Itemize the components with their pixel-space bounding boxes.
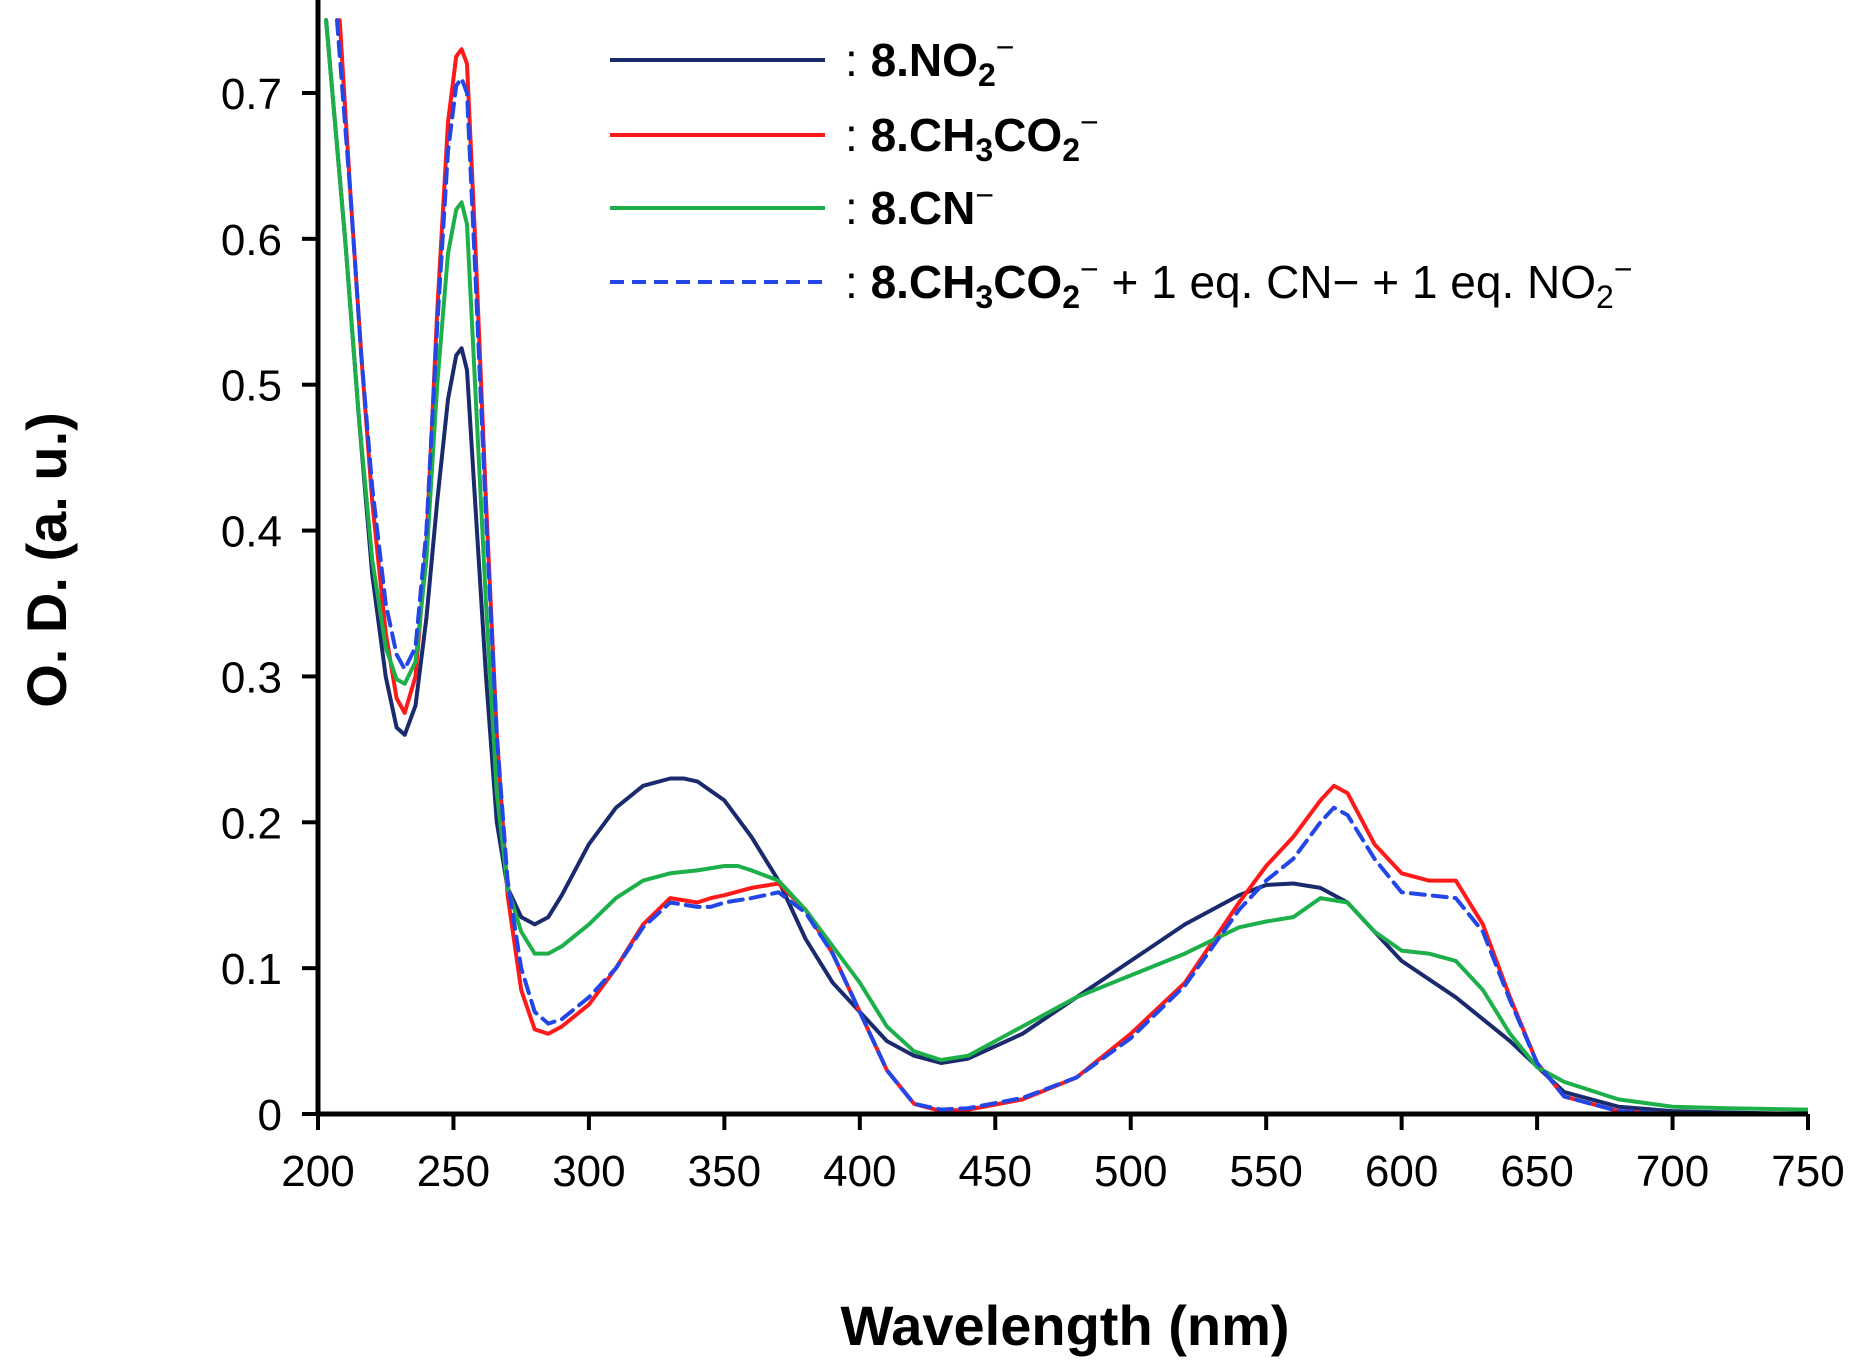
y-tick-label: 0.2 — [221, 799, 282, 848]
x-tick-label: 750 — [1771, 1147, 1844, 1196]
tick-labels: 200 250 300 350 400 450 500 550 600 650 700 750 0 0.1… — [221, 70, 1845, 1196]
y-tick-label: 0.6 — [221, 216, 282, 265]
legend: : 8.NO2​−​ : 8.CH3​CO2​−​ : 8.CN−​ : 8.CH3​… — [610, 29, 1633, 315]
y-tick-label: 0.5 — [221, 362, 282, 411]
y-axis-title: O. D. (a. u.) — [15, 412, 78, 708]
legend-label-3: : 8.CN−​ — [845, 177, 994, 234]
series-line-2 — [337, 18, 1808, 1114]
y-tick-label: 0 — [258, 1091, 282, 1140]
x-tick-label: 300 — [552, 1147, 625, 1196]
x-tick-label: 200 — [281, 1147, 354, 1196]
x-tick-label: 650 — [1500, 1147, 1573, 1196]
x-tick-label: 350 — [688, 1147, 761, 1196]
legend-label-1: : 8.NO2​−​ — [845, 29, 1014, 93]
y-tick-label: 0.1 — [221, 945, 282, 994]
y-tick-label: 0.3 — [221, 653, 282, 702]
x-tick-label: 450 — [959, 1147, 1032, 1196]
x-tick-label: 550 — [1229, 1147, 1302, 1196]
y-tick-label: 0.4 — [221, 508, 282, 557]
x-tick-label: 400 — [823, 1147, 896, 1196]
axes — [302, 0, 1810, 1130]
x-tick-label: 250 — [417, 1147, 490, 1196]
series-line-4 — [335, 18, 1808, 1114]
legend-label-4: : 8.CH3​CO2​−​ + 1 eq. CN− + 1 eq. NO2​−… — [845, 251, 1633, 315]
series-layer — [324, 18, 1808, 1114]
x-tick-label: 700 — [1636, 1147, 1709, 1196]
series-line-1 — [324, 18, 1808, 1114]
legend-label-2: : 8.CH3​CO2​−​ — [845, 104, 1099, 168]
x-tick-label: 600 — [1365, 1147, 1438, 1196]
y-tick-label: 0.7 — [221, 70, 282, 119]
series-line-3 — [324, 18, 1808, 1112]
x-tick-label: 500 — [1094, 1147, 1167, 1196]
x-axis-title: Wavelength (nm) — [840, 1294, 1289, 1357]
